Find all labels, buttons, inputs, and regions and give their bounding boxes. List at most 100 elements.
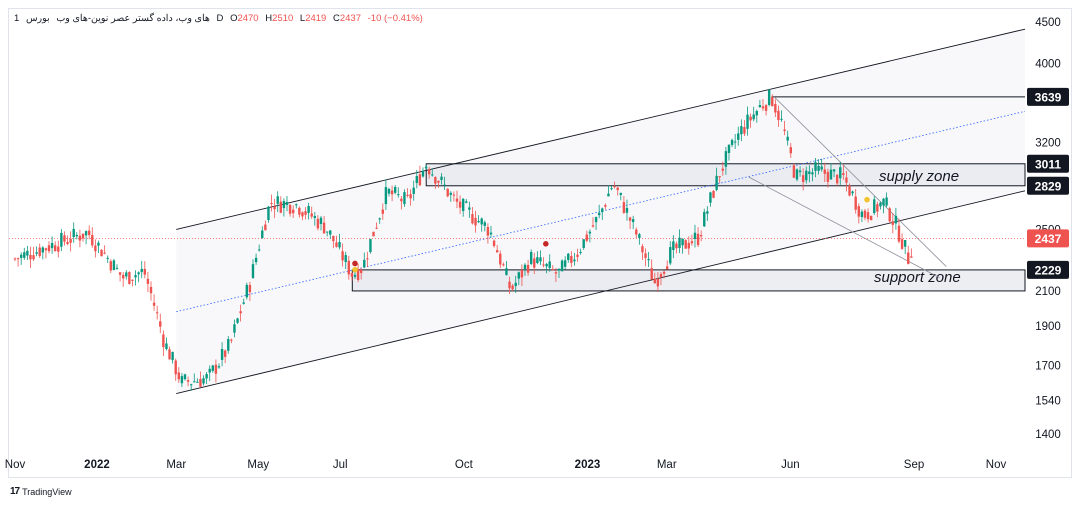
candle-body (143, 268, 147, 275)
candle (848, 183, 851, 197)
candle (863, 208, 867, 221)
candle (35, 246, 38, 257)
candle (529, 249, 533, 266)
candle (434, 176, 437, 189)
y-tick-label: 1400 (1035, 429, 1061, 441)
candle-body (903, 239, 907, 247)
candle-body (356, 269, 360, 280)
candle-body (520, 269, 524, 278)
candle (23, 247, 26, 260)
candle-body (443, 184, 446, 186)
candle-body (245, 284, 249, 298)
candle (672, 235, 675, 259)
candle-body (427, 169, 431, 175)
drawings-layer: supply zone support zone (9, 28, 1026, 394)
candle (149, 281, 153, 301)
candle-body (876, 204, 879, 212)
candle-body (502, 264, 505, 266)
candle (851, 190, 854, 197)
candle-body (350, 273, 354, 277)
candle-body (767, 89, 771, 105)
candle (579, 248, 582, 255)
candle-body (75, 234, 79, 237)
candle-body (910, 256, 913, 258)
candle (737, 126, 740, 146)
candle (560, 259, 564, 272)
candle-body (211, 365, 215, 371)
candle-body (397, 194, 400, 196)
tradingview-branding[interactable]: 17 TradingView (10, 486, 72, 497)
candle-body (533, 258, 536, 268)
candle (699, 230, 703, 242)
candle-body (792, 165, 796, 178)
candle-body (687, 242, 690, 249)
candle-body (851, 191, 854, 194)
candle (907, 245, 910, 265)
candle-body (109, 261, 113, 271)
candle-body (832, 169, 836, 172)
channel-lower-line (176, 190, 1026, 394)
candle (647, 252, 650, 268)
candle (217, 363, 221, 369)
y-tick-label: 1900 (1035, 321, 1061, 333)
y-tick-label: 4000 (1035, 59, 1061, 71)
markers-layer (352, 196, 870, 273)
candle (100, 249, 103, 257)
price-tag-bg (1027, 87, 1069, 106)
candle-body (761, 106, 765, 109)
candle (106, 255, 109, 264)
candle (393, 184, 397, 195)
candle-body (835, 174, 839, 184)
candle (363, 252, 366, 269)
y-tick-label: 4500 (1035, 17, 1061, 29)
candle-body (678, 237, 681, 248)
candle (780, 110, 783, 122)
candle (257, 244, 261, 252)
candle (703, 208, 706, 228)
candle-body (189, 384, 193, 386)
candle (888, 207, 891, 223)
candle-body (125, 272, 128, 277)
candle (545, 263, 548, 274)
candle (635, 227, 638, 239)
candle-body (619, 192, 623, 195)
candle (508, 276, 511, 295)
candle (724, 146, 728, 175)
candle (387, 187, 391, 197)
candle (233, 319, 236, 338)
candle-body (662, 271, 666, 274)
candle-body (205, 373, 208, 379)
candle (910, 248, 913, 258)
candle-body (570, 256, 573, 263)
price-tag-bg (1027, 229, 1069, 248)
candle (631, 215, 635, 230)
candle-body (684, 240, 687, 249)
candle (835, 173, 839, 186)
candle (860, 209, 864, 223)
channel-fill (176, 29, 1026, 394)
candle (400, 195, 403, 210)
candle (186, 376, 190, 387)
candle (140, 260, 143, 279)
candle-body (186, 380, 190, 382)
candle (458, 195, 462, 214)
candle-body (631, 219, 635, 223)
candle-body (622, 202, 626, 213)
price-tag-text: 3011 (1035, 157, 1061, 171)
candle-body (81, 233, 85, 239)
candle (180, 373, 184, 387)
candle (526, 259, 530, 276)
candle-body (845, 177, 848, 183)
candle-body (573, 259, 576, 262)
candle-body (489, 232, 493, 235)
candle (551, 265, 555, 271)
candle (474, 210, 477, 233)
candle (693, 224, 697, 248)
candle (619, 192, 623, 201)
candle (690, 234, 694, 246)
candle-body (168, 349, 171, 360)
candle-body (304, 211, 307, 215)
price-level-tag: 2229 (1027, 260, 1069, 279)
candle (155, 305, 159, 320)
